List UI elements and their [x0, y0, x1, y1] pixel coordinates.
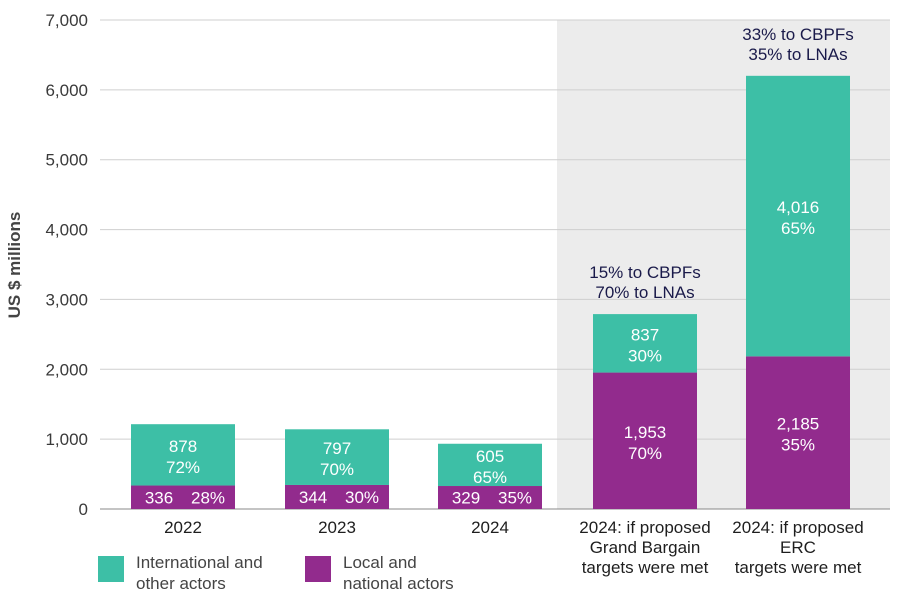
- data-label-value: 605: [476, 447, 504, 466]
- y-axis-label: US $ millions: [5, 212, 24, 319]
- bar-international: [746, 75, 850, 357]
- x-category-label: targets were met: [735, 558, 862, 577]
- data-label-percent: 72%: [166, 458, 200, 477]
- y-tick-label: 6,000: [45, 81, 88, 100]
- y-tick-label: 4,000: [45, 221, 88, 240]
- data-label-percent: 70%: [628, 444, 662, 463]
- y-tick-label: 3,000: [45, 290, 88, 309]
- x-category-label: ERC: [780, 538, 816, 557]
- x-category-label: 2024: if proposed: [732, 518, 863, 537]
- y-tick-label: 1,000: [45, 430, 88, 449]
- bar-international: [131, 424, 235, 486]
- data-label-percent: 65%: [781, 219, 815, 238]
- legend-item-international: International and other actors: [98, 552, 296, 594]
- data-label-percent: 28%: [191, 488, 225, 507]
- bar-local-national: [438, 486, 542, 509]
- bar-international: [593, 314, 697, 373]
- bar-local-national: [593, 372, 697, 509]
- data-label-value: 797: [323, 439, 351, 458]
- data-label-value: 878: [169, 437, 197, 456]
- y-tick-label: 2,000: [45, 360, 88, 379]
- x-category-label: 2022: [164, 518, 202, 537]
- data-label-percent: 35%: [498, 489, 532, 508]
- bar-local-national: [285, 484, 389, 509]
- data-label-value: 1,953: [624, 423, 667, 442]
- legend-label-line: International and: [136, 553, 263, 572]
- bar-annotation: 70% to LNAs: [595, 283, 694, 302]
- data-label-percent: 30%: [628, 346, 662, 365]
- data-label-percent: 65%: [473, 468, 507, 487]
- legend-label-line: national actors: [343, 574, 454, 593]
- x-category-label: 2024: if proposed: [579, 518, 710, 537]
- legend-label-line: Local and: [343, 553, 417, 572]
- data-label-value: 344: [299, 488, 327, 507]
- y-tick-label: 5,000: [45, 151, 88, 170]
- bar-international: [285, 429, 389, 485]
- data-label-percent: 70%: [320, 460, 354, 479]
- data-label-percent: 35%: [781, 436, 815, 455]
- bar-annotation: 33% to CBPFs: [742, 25, 854, 44]
- y-axis-ticks: 0 1,000 2,000 3,000 4,000 5,000 6,000 7,000: [45, 11, 88, 519]
- bar-local-national: [746, 356, 850, 509]
- bar-international: [438, 443, 542, 487]
- data-label-percent: 30%: [345, 488, 379, 507]
- data-label-value: 329: [452, 489, 480, 508]
- data-label-value: 4,016: [777, 198, 820, 217]
- bar-annotation: 35% to LNAs: [748, 45, 847, 64]
- bars: 878 72% 336 28% 797 70% 344 30% 605 65% 329 35% 837 3…: [131, 75, 850, 509]
- x-category-label: 2024: [471, 518, 509, 537]
- bar-annotation: 15% to CBPFs: [589, 263, 701, 282]
- y-tick-label: 0: [79, 500, 88, 519]
- data-label-value: 2,185: [777, 415, 820, 434]
- y-tick-label: 7,000: [45, 11, 88, 30]
- legend-item-local: Local and national actors: [305, 552, 503, 594]
- bar-local-national: [131, 485, 235, 509]
- legend-swatch-international: [98, 556, 124, 582]
- x-category-label: 2023: [318, 518, 356, 537]
- x-category-label: targets were met: [582, 558, 709, 577]
- legend-label-line: other actors: [136, 574, 226, 593]
- data-label-value: 336: [145, 488, 173, 507]
- legend-swatch-local: [305, 556, 331, 582]
- data-label-value: 837: [631, 325, 659, 344]
- x-category-label: Grand Bargain: [590, 538, 701, 557]
